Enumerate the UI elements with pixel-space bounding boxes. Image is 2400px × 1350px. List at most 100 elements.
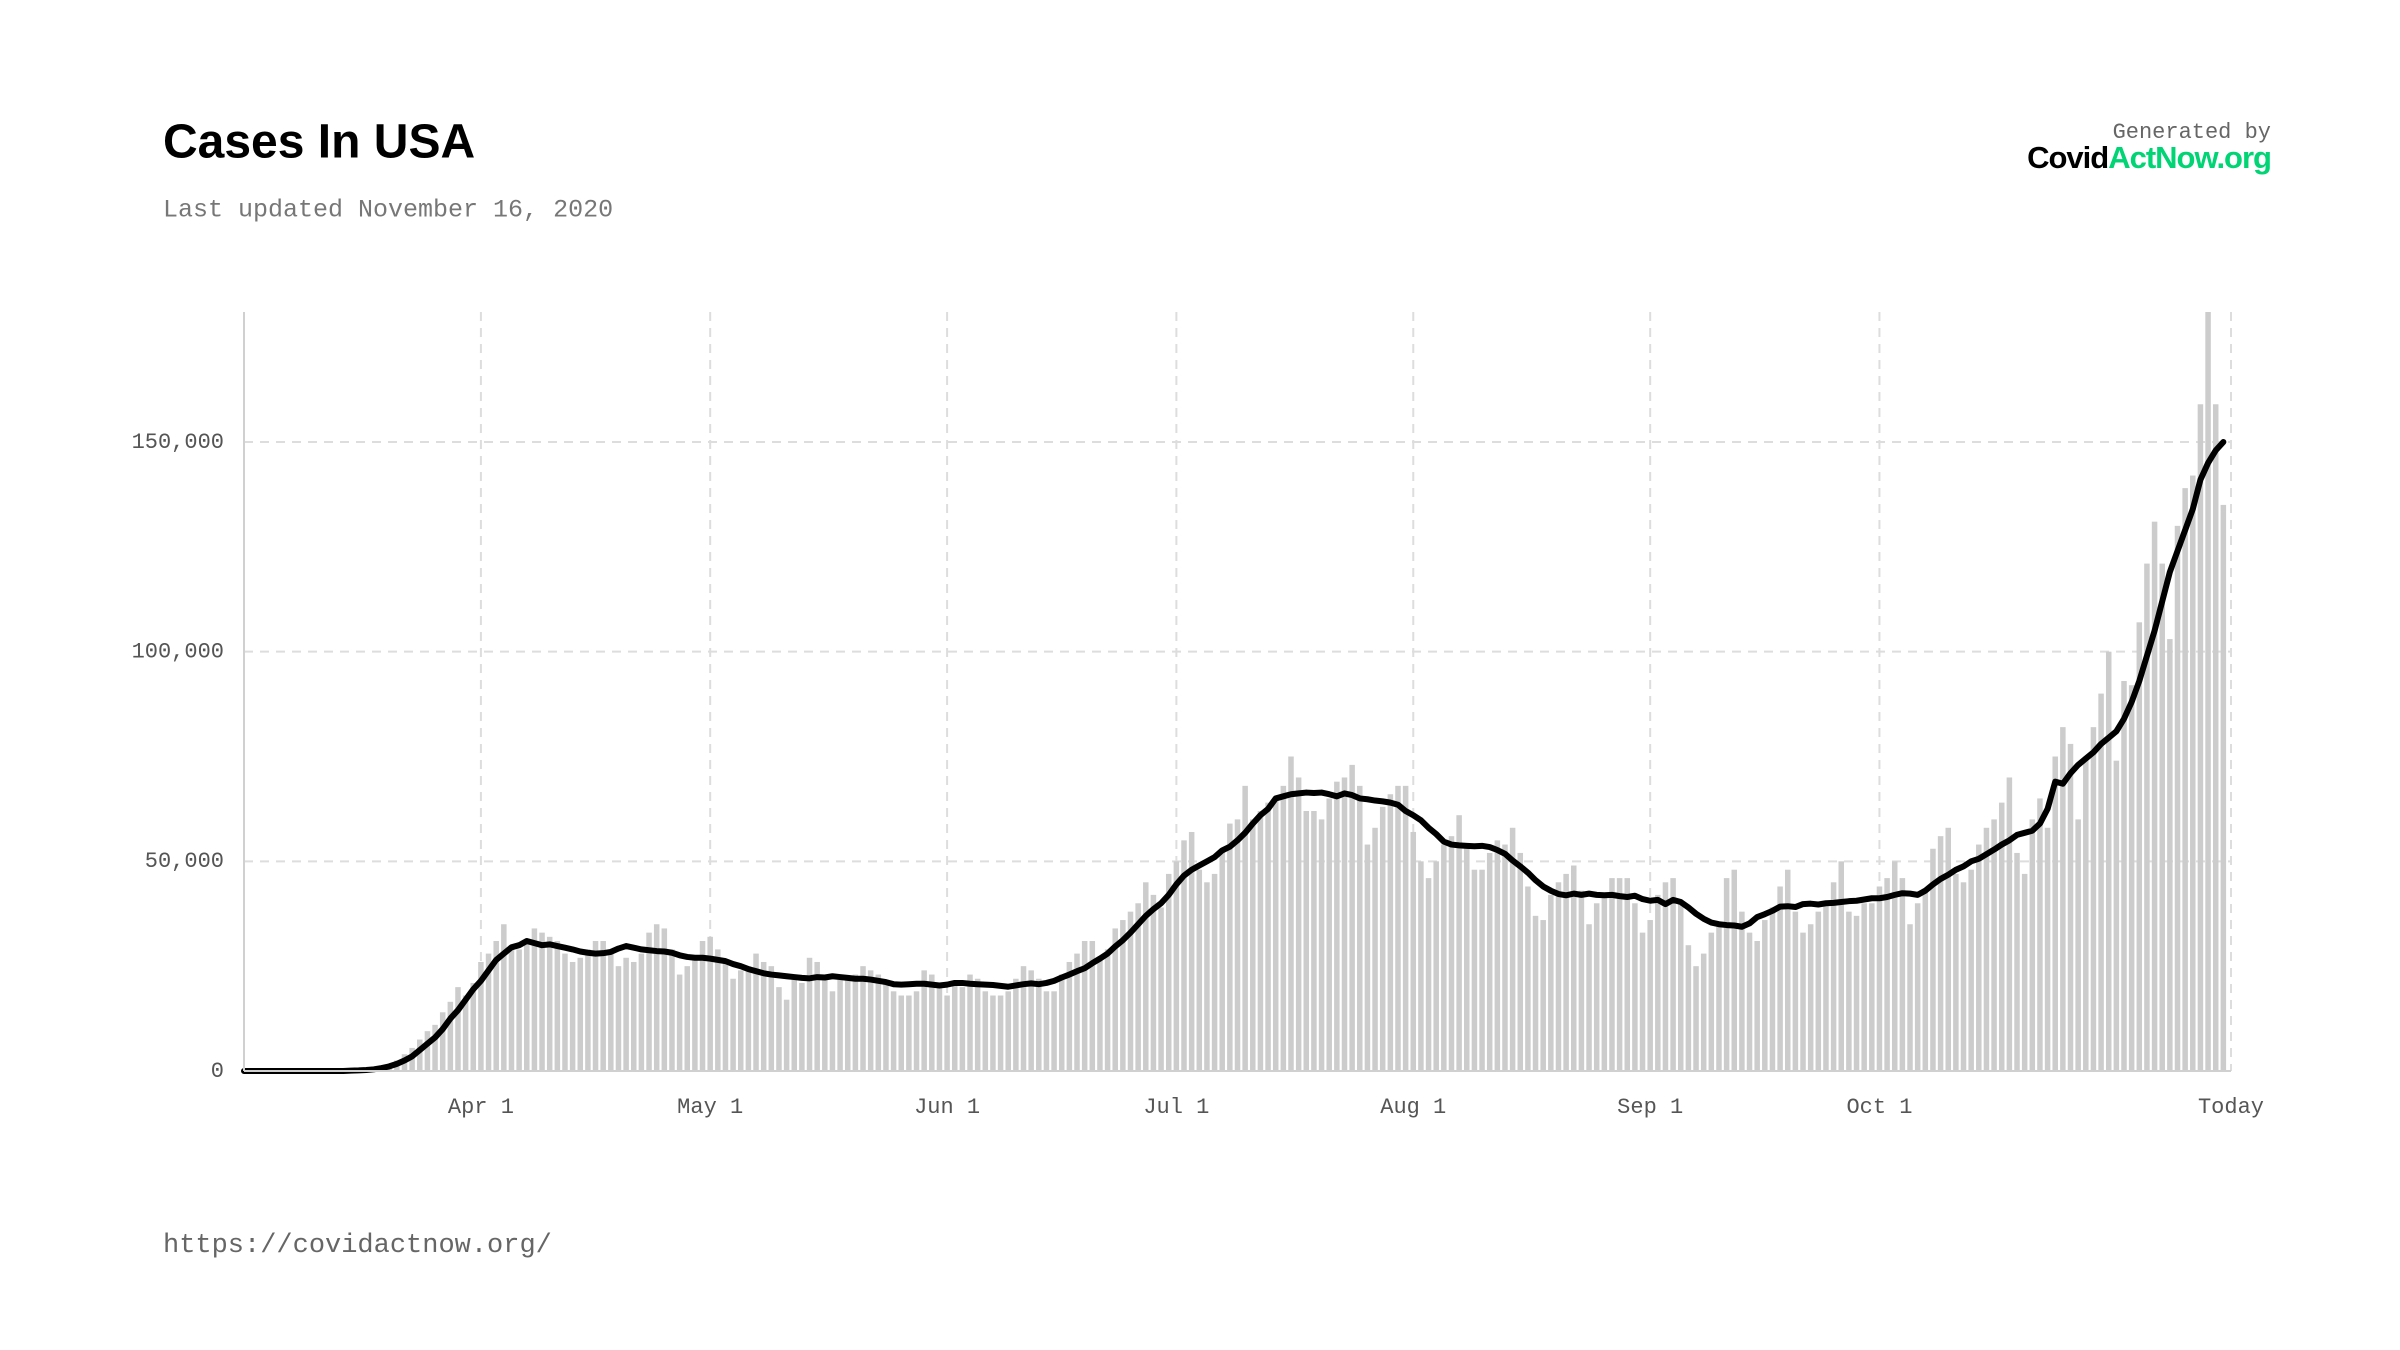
bar: [1953, 873, 1959, 1071]
bar: [1196, 869, 1203, 1071]
bar: [1517, 852, 1524, 1071]
bar: [485, 953, 492, 1071]
bar: [1509, 827, 1516, 1071]
bar: [1410, 831, 1417, 1071]
bar: [1815, 911, 1822, 1071]
bar: [1372, 827, 1378, 1071]
bar: [1211, 873, 1218, 1071]
bar: [1853, 915, 1860, 1071]
bar: [1158, 907, 1164, 1071]
bar: [852, 974, 859, 1071]
bar: [1678, 903, 1684, 1071]
bar: [1441, 844, 1447, 1071]
bar: [1089, 941, 1096, 1071]
bar: [1272, 798, 1279, 1071]
bar: [1739, 911, 1745, 1071]
bar: [1150, 894, 1157, 1071]
bar: [1540, 920, 1546, 1071]
bar: [1234, 819, 1241, 1071]
bar: [2052, 756, 2058, 1071]
bar: [1081, 941, 1088, 1071]
bar: [806, 957, 813, 1071]
plot-area: 0 50,000 100,000 150,000 Apr 1 May 1 Jun 1 Jul …: [132, 312, 2264, 1120]
bar: [546, 936, 553, 1071]
bar: [439, 1012, 446, 1071]
bar: [1700, 953, 1707, 1071]
bar: [585, 949, 591, 1071]
bar: [1586, 924, 1592, 1071]
bar: [1807, 924, 1814, 1071]
bar: [1876, 886, 1883, 1071]
bar: [776, 987, 782, 1071]
bar: [1823, 903, 1829, 1071]
bar: [1716, 924, 1722, 1071]
bar: [1120, 920, 1126, 1071]
bar: [501, 924, 507, 1071]
bar: [1548, 894, 1554, 1071]
bar: [1769, 907, 1776, 1071]
bar: [470, 982, 477, 1071]
chart-subtitle: Last updated November 16, 2020: [163, 196, 613, 225]
bar: [1357, 785, 1363, 1071]
bar: [1464, 844, 1470, 1071]
bar: [554, 941, 561, 1071]
bar: [1127, 911, 1134, 1071]
bar: [1280, 785, 1287, 1071]
bar: [1762, 920, 1768, 1071]
y-tick-label: 100,000: [132, 639, 224, 664]
bar: [1013, 978, 1019, 1071]
bar: [2121, 681, 2127, 1071]
bar: [1693, 966, 1699, 1071]
bar: [1135, 903, 1141, 1071]
bar: [1708, 932, 1715, 1071]
bar: [1250, 819, 1256, 1071]
bar: [936, 987, 943, 1071]
logo-dark: Covid: [2027, 140, 2108, 175]
bar: [1066, 961, 1073, 1071]
bar: [462, 995, 469, 1071]
bar: [1165, 873, 1172, 1071]
bar: [676, 974, 683, 1071]
generated-by: Generated by: [2113, 120, 2271, 145]
x-tick-label: Apr 1: [448, 1095, 514, 1120]
bar: [829, 991, 836, 1071]
logo[interactable]: CovidActNow.org: [2027, 140, 2272, 175]
bar: [661, 928, 668, 1071]
bar: [1998, 802, 2005, 1071]
bar: [844, 978, 851, 1071]
footer-url[interactable]: https://covidactnow.org/: [163, 1231, 552, 1261]
bar: [1303, 811, 1310, 1071]
bar: [1563, 873, 1569, 1071]
bar: [1937, 836, 1944, 1071]
bar: [2205, 312, 2211, 1071]
bar: [1379, 806, 1386, 1071]
bar: [783, 999, 790, 1071]
bar: [1968, 869, 1974, 1071]
bar: [1074, 953, 1080, 1071]
bar: [1800, 932, 1806, 1071]
bar: [1525, 886, 1531, 1071]
bar: [1639, 932, 1646, 1071]
bar: [1945, 827, 1951, 1071]
bar: [883, 982, 889, 1071]
bar: [1899, 878, 1906, 1071]
bar: [615, 966, 622, 1071]
bar: [424, 1031, 431, 1071]
bar: [1647, 920, 1653, 1071]
bar: [1448, 836, 1455, 1071]
bar: [569, 961, 576, 1071]
bar: [791, 978, 797, 1071]
bar: [1838, 861, 1844, 1071]
bar: [997, 995, 1004, 1071]
bar: [1028, 970, 1034, 1071]
chart-title: Cases In USA: [163, 116, 475, 169]
bar: [1188, 831, 1195, 1071]
bar: [1020, 966, 1027, 1071]
bar: [1479, 869, 1485, 1071]
x-tick-label: Sep 1: [1617, 1095, 1683, 1120]
bar: [2174, 525, 2181, 1071]
bar: [1555, 882, 1562, 1071]
y-tick-label: 150,000: [132, 430, 224, 455]
bar: [1051, 991, 1057, 1071]
